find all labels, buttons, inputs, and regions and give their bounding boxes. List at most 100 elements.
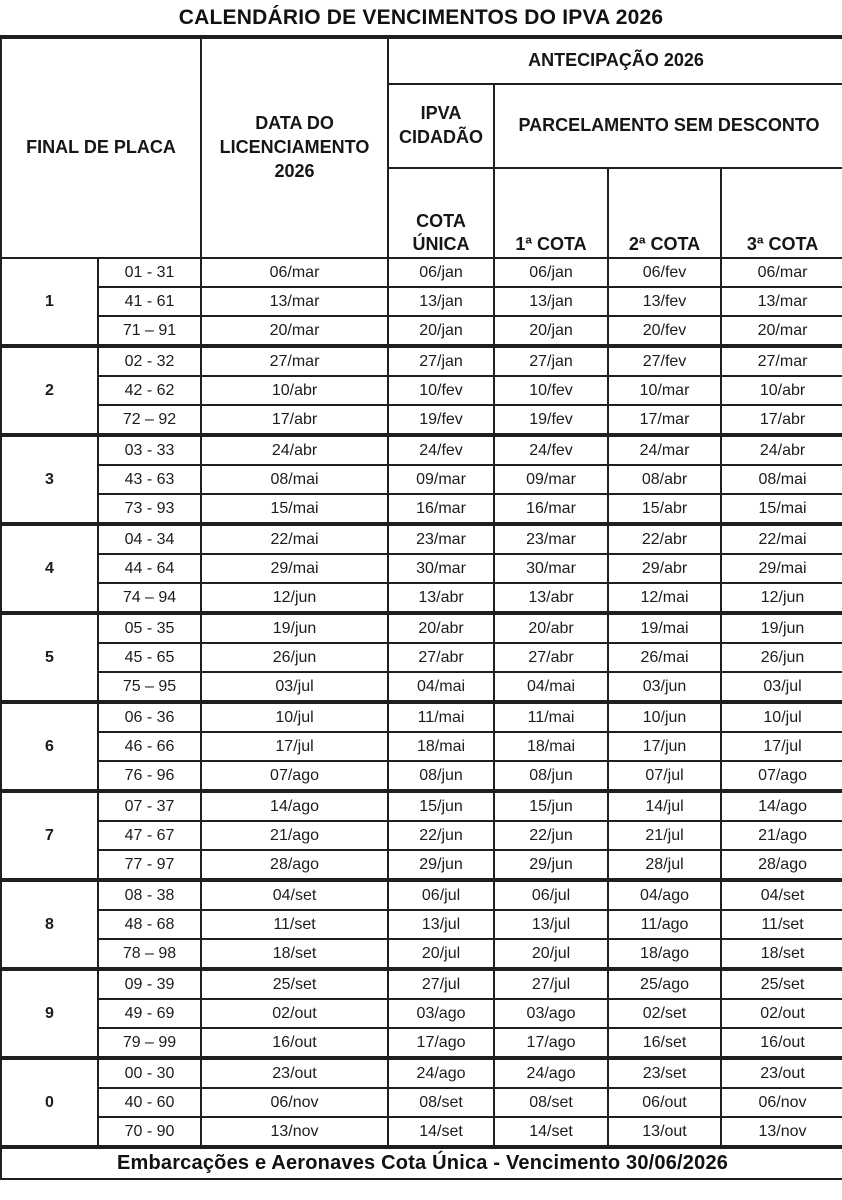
licensing-date-cell: 27/mar bbox=[200, 345, 390, 377]
col-header-cota-unica: COTA ÚNICA bbox=[387, 167, 496, 259]
table-row: 71 – 91 20/mar 20/jan 20/jan 20/fev 20/mar bbox=[1, 315, 842, 348]
terceira-cota-date-cell: 04/set bbox=[720, 879, 842, 911]
primeira-cota-date-cell: 03/ago bbox=[493, 998, 610, 1029]
cota-unica-date-cell: 06/jul bbox=[387, 879, 496, 911]
segunda-cota-date-cell: 02/set bbox=[607, 998, 723, 1029]
plate-range-cell: 74 – 94 bbox=[96, 582, 203, 615]
primeira-cota-date-cell: 15/jun bbox=[493, 790, 610, 822]
primeira-cota-date-cell: 27/jul bbox=[493, 968, 610, 1000]
cota-unica-date-cell: 13/abr bbox=[387, 582, 496, 615]
table-row: 72 – 92 17/abr 19/fev 19/fev 17/mar 17/abr bbox=[1, 404, 842, 437]
terceira-cota-date-cell: 17/jul bbox=[720, 731, 842, 762]
plate-final-digit-cell: 4 bbox=[0, 523, 99, 615]
table-row: 1 01 - 31 06/mar 06/jan 06/jan 06/fev 06/mar bbox=[0, 257, 842, 348]
cota-unica-date-cell: 27/jan bbox=[387, 345, 496, 377]
table-row: 44 - 64 29/mai 30/mar 30/mar 29/abr 29/mai bbox=[1, 553, 842, 584]
licensing-date-cell: 12/jun bbox=[200, 582, 390, 615]
segunda-cota-date-cell: 15/abr bbox=[607, 493, 723, 526]
segunda-cota-date-cell: 04/ago bbox=[607, 879, 723, 911]
col-header-final-de-placa: FINAL DE PLACA bbox=[0, 35, 203, 259]
terceira-cota-date-cell: 14/ago bbox=[720, 790, 842, 822]
segunda-cota-date-cell: 27/fev bbox=[607, 345, 723, 377]
primeira-cota-date-cell: 27/abr bbox=[493, 642, 610, 673]
table-row: 9 09 - 39 25/set 27/jul 27/jul 25/ago 25/set bbox=[0, 968, 842, 1060]
licensing-date-cell: 17/jul bbox=[200, 731, 390, 762]
table-row: 6 06 - 36 10/jul 11/mai 11/mai 10/jun 10/jul bbox=[0, 701, 842, 793]
col-header-segunda-cota: 2ª COTA bbox=[607, 167, 723, 259]
licensing-date-cell: 03/jul bbox=[200, 671, 390, 704]
table-row: 78 – 98 18/set 20/jul 20/jul 18/ago 18/set bbox=[1, 938, 842, 971]
table-row: 3 03 - 33 24/abr 24/fev 24/fev 24/mar 24/abr bbox=[0, 434, 842, 526]
plate-range-cell: 08 - 38 bbox=[96, 879, 203, 911]
terceira-cota-date-cell: 12/jun bbox=[720, 582, 842, 615]
licensing-date-cell: 10/abr bbox=[200, 375, 390, 406]
cota-unica-date-cell: 27/jul bbox=[387, 968, 496, 1000]
primeira-cota-date-cell: 17/ago bbox=[493, 1027, 610, 1060]
licensing-date-cell: 10/jul bbox=[200, 701, 390, 733]
cota-unica-date-cell: 13/jul bbox=[387, 909, 496, 940]
plate-range-cell: 72 – 92 bbox=[96, 404, 203, 437]
terceira-cota-date-cell: 07/ago bbox=[720, 760, 842, 793]
cota-unica-date-cell: 10/fev bbox=[387, 375, 496, 406]
plate-range-cell: 05 - 35 bbox=[96, 612, 203, 644]
segunda-cota-date-cell: 14/jul bbox=[607, 790, 723, 822]
table-row: 0 00 - 30 23/out 24/ago 24/ago 23/set 23/out bbox=[0, 1057, 842, 1149]
embarcacoes-aeronaves-note: Embarcações e Aeronaves Cota Única - Ven… bbox=[0, 1146, 842, 1180]
segunda-cota-date-cell: 21/jul bbox=[607, 820, 723, 851]
plate-range-cell: 46 - 66 bbox=[96, 731, 203, 762]
col-header-data-licenciamento: DATA DO LICENCIAMENTO 2026 bbox=[200, 35, 390, 259]
header-row-cotas: COTA ÚNICA 1ª COTA 2ª COTA 3ª COTA bbox=[1, 167, 842, 259]
terceira-cota-date-cell: 16/out bbox=[720, 1027, 842, 1060]
cota-unica-date-cell: 19/fev bbox=[387, 404, 496, 437]
licensing-date-cell: 21/ago bbox=[200, 820, 390, 851]
col-header-terceira-cota: 3ª COTA bbox=[720, 167, 842, 259]
cota-unica-date-cell: 15/jun bbox=[387, 790, 496, 822]
terceira-cota-date-cell: 03/jul bbox=[720, 671, 842, 704]
plate-range-cell: 06 - 36 bbox=[96, 701, 203, 733]
primeira-cota-date-cell: 29/jun bbox=[493, 849, 610, 882]
cota-unica-date-cell: 27/abr bbox=[387, 642, 496, 673]
primeira-cota-date-cell: 16/mar bbox=[493, 493, 610, 526]
plate-range-cell: 71 – 91 bbox=[96, 315, 203, 348]
cota-unica-date-cell: 24/fev bbox=[387, 434, 496, 466]
primeira-cota-date-cell: 20/jan bbox=[493, 315, 610, 348]
cota-unica-date-cell: 08/jun bbox=[387, 760, 496, 793]
segunda-cota-date-cell: 11/ago bbox=[607, 909, 723, 940]
licensing-date-cell: 18/set bbox=[200, 938, 390, 971]
cota-unica-date-cell: 04/mai bbox=[387, 671, 496, 704]
primeira-cota-date-cell: 06/jul bbox=[493, 879, 610, 911]
cota-unica-date-cell: 18/mai bbox=[387, 731, 496, 762]
licensing-date-cell: 06/mar bbox=[200, 257, 390, 288]
segunda-cota-date-cell: 13/out bbox=[607, 1116, 723, 1149]
cota-unica-date-cell: 16/mar bbox=[387, 493, 496, 526]
primeira-cota-date-cell: 14/set bbox=[493, 1116, 610, 1149]
plate-range-cell: 04 - 34 bbox=[96, 523, 203, 555]
terceira-cota-date-cell: 18/set bbox=[720, 938, 842, 971]
terceira-cota-date-cell: 15/mai bbox=[720, 493, 842, 526]
plate-range-cell: 01 - 31 bbox=[96, 257, 203, 288]
terceira-cota-date-cell: 17/abr bbox=[720, 404, 842, 437]
primeira-cota-date-cell: 27/jan bbox=[493, 345, 610, 377]
primeira-cota-date-cell: 23/mar bbox=[493, 523, 610, 555]
plate-range-cell: 03 - 33 bbox=[96, 434, 203, 466]
plate-range-cell: 00 - 30 bbox=[96, 1057, 203, 1089]
primeira-cota-date-cell: 08/jun bbox=[493, 760, 610, 793]
plate-range-cell: 07 - 37 bbox=[96, 790, 203, 822]
licensing-date-cell: 26/jun bbox=[200, 642, 390, 673]
table-row: 47 - 67 21/ago 22/jun 22/jun 21/jul 21/ago bbox=[1, 820, 842, 851]
primeira-cota-date-cell: 10/fev bbox=[493, 375, 610, 406]
table-row: 8 08 - 38 04/set 06/jul 06/jul 04/ago 04/set bbox=[0, 879, 842, 971]
terceira-cota-date-cell: 10/abr bbox=[720, 375, 842, 406]
licensing-date-cell: 07/ago bbox=[200, 760, 390, 793]
footer-row: Embarcações e Aeronaves Cota Única - Ven… bbox=[0, 1146, 842, 1180]
cota-unica-date-cell: 03/ago bbox=[387, 998, 496, 1029]
licensing-date-cell: 19/jun bbox=[200, 612, 390, 644]
primeira-cota-date-cell: 20/abr bbox=[493, 612, 610, 644]
segunda-cota-date-cell: 17/jun bbox=[607, 731, 723, 762]
licensing-date-cell: 23/out bbox=[200, 1057, 390, 1089]
segunda-cota-date-cell: 25/ago bbox=[607, 968, 723, 1000]
table-footer: Embarcações e Aeronaves Cota Única - Ven… bbox=[0, 1146, 842, 1180]
col-header-parcelamento-sem-desconto: PARCELAMENTO SEM DESCONTO bbox=[493, 83, 842, 169]
terceira-cota-date-cell: 13/mar bbox=[720, 286, 842, 317]
plate-range-cell: 79 – 99 bbox=[96, 1027, 203, 1060]
